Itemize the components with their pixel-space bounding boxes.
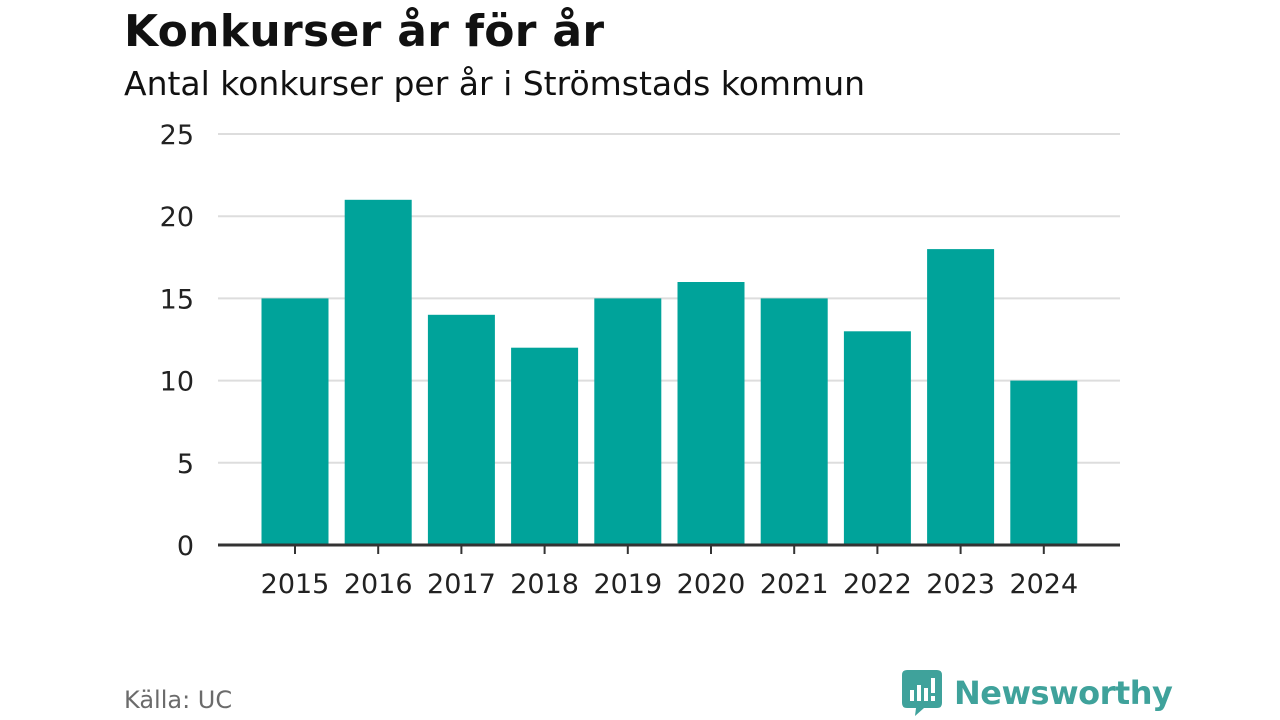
bar-2015	[261, 298, 329, 545]
x-tick-label: 2016	[344, 569, 413, 600]
newsworthy-logo-icon	[902, 670, 942, 716]
bar-2019	[594, 298, 662, 545]
y-tick-label: 20	[160, 202, 194, 233]
y-tick-label: 15	[160, 284, 194, 315]
source-note: Källa: UC	[124, 686, 233, 714]
bar-2017	[427, 314, 495, 545]
x-tick-label: 2022	[843, 569, 912, 600]
x-tick-label: 2020	[677, 569, 746, 600]
bar-2023	[927, 249, 995, 545]
bar-2024	[1010, 380, 1078, 545]
brand-name: Newsworthy	[954, 674, 1173, 712]
bar-2020	[677, 282, 745, 545]
x-tick-label: 2024	[1009, 569, 1078, 600]
x-tick-label: 2015	[261, 569, 330, 600]
y-tick-label: 5	[177, 449, 194, 480]
brand-logo: Newsworthy	[902, 670, 1173, 716]
x-tick-label: 2018	[510, 569, 579, 600]
bar-2022	[843, 331, 911, 545]
x-tick-label: 2019	[593, 569, 662, 600]
y-tick-label: 10	[160, 367, 194, 398]
bar-2021	[760, 298, 828, 545]
chart-subtitle: Antal konkurser per år i Strömstads komm…	[124, 64, 866, 103]
y-tick-label: 25	[160, 120, 194, 151]
chart-title: Konkurser år för år	[124, 6, 605, 57]
y-tick-label: 0	[177, 531, 194, 562]
bar-chart: 0 5 10 15 20 25 2015 2016 2017 2018 2019 2020 2021 20…	[160, 120, 1120, 600]
x-tick-label: 2023	[926, 569, 995, 600]
bar-2016	[344, 199, 412, 546]
x-tick-label: 2017	[427, 569, 496, 600]
bar-2018	[511, 347, 579, 545]
x-tick-label: 2021	[760, 569, 829, 600]
